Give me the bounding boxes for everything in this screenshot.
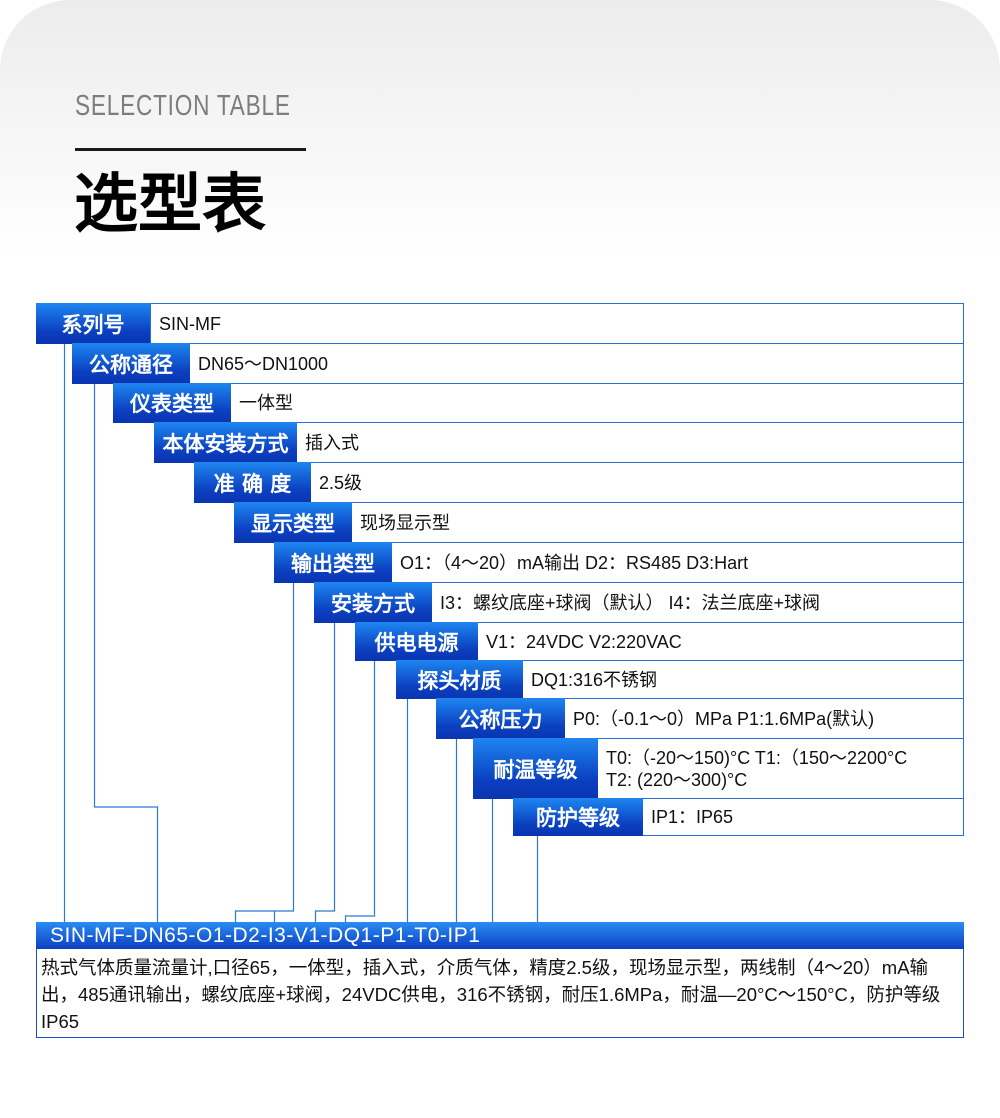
row-value-line: T2: (220～300)°C bbox=[606, 769, 748, 790]
row-value-line: IP1：IP65 bbox=[651, 807, 734, 827]
row-value-line: 2.5级 bbox=[319, 472, 363, 493]
row-value: IP1：IP65 bbox=[643, 798, 964, 836]
row-value-line: V1：24VDC V2:220VAC bbox=[486, 631, 682, 652]
connector-line bbox=[93, 383, 159, 922]
row-value-line: DQ1:316不锈钢 bbox=[531, 669, 658, 690]
table-row: 显示类型 现场显示型 bbox=[234, 502, 964, 543]
connector-line bbox=[344, 660, 376, 922]
connector-line bbox=[314, 622, 336, 922]
page-title: 选型表 bbox=[74, 168, 266, 242]
row-value-line: DN65～DN1000 bbox=[198, 353, 329, 374]
row-value: V1：24VDC V2:220VAC bbox=[478, 622, 964, 661]
row-value: T0:（-20～150)°C T1:（150～2200°C T2: (220～30… bbox=[598, 738, 964, 799]
row-value-line: O1：（4～20）mA输出 D2：RS485 D3:Hart bbox=[400, 552, 749, 573]
row-value-line: T0:（-20～150)°C T1:（150～2200°C bbox=[606, 747, 908, 768]
table-row: 系列号 SIN-MF bbox=[36, 303, 964, 344]
row-value: DN65～DN1000 bbox=[190, 343, 964, 384]
row-value-line: SIN-MF bbox=[159, 313, 221, 334]
table-row: 耐温等级 T0:（-20～150)°C T1:（150～2200°C T2: (22… bbox=[473, 738, 964, 799]
row-value: I3：螺纹底座+球阀（默认） I4：法兰底座+球阀 bbox=[432, 582, 964, 623]
row-label: 系列号 bbox=[36, 303, 150, 344]
table-row: 防护等级 IP1：IP65 bbox=[513, 798, 964, 836]
table-row: 探头材质 DQ1:316不锈钢 bbox=[396, 660, 964, 699]
section-eyebrow: SELECTION TABLE bbox=[75, 90, 291, 122]
row-label: 探头材质 bbox=[396, 660, 523, 699]
row-label: 防护等级 bbox=[513, 798, 643, 836]
row-value: 插入式 bbox=[297, 422, 964, 463]
table-row: 安装方式 I3：螺纹底座+球阀（默认） I4：法兰底座+球阀 bbox=[314, 582, 964, 623]
example-model-code: SIN-MF-DN65-O1-D2-I3-V1-DQ1-P1-T0-IP1 bbox=[36, 922, 964, 949]
table-row: 本体安装方式 插入式 bbox=[154, 422, 964, 463]
row-label: 公称通径 bbox=[72, 343, 190, 384]
row-value: 一体型 bbox=[231, 383, 964, 423]
row-value-line: 一体型 bbox=[239, 393, 293, 413]
row-value-line: 现场显示型 bbox=[360, 512, 450, 533]
row-value: SIN-MF bbox=[150, 303, 964, 344]
table-row: 准 确 度 2.5级 bbox=[194, 462, 964, 503]
row-label: 本体安装方式 bbox=[154, 422, 297, 463]
row-label: 耐温等级 bbox=[473, 738, 598, 799]
row-value: DQ1:316不锈钢 bbox=[523, 660, 964, 699]
row-value-line: 插入式 bbox=[305, 432, 359, 453]
table-row: 仪表类型 一体型 bbox=[113, 383, 964, 423]
table-row: 公称通径 DN65～DN1000 bbox=[72, 343, 964, 384]
title-divider bbox=[75, 148, 306, 151]
row-value-line: P0:（-0.1～0）MPa P1:1.6MPa(默认) bbox=[573, 708, 875, 729]
table-row: 输出类型 O1：（4～20）mA输出 D2：RS485 D3:Hart bbox=[274, 542, 964, 583]
row-value: 现场显示型 bbox=[352, 502, 964, 543]
row-label: 公称压力 bbox=[436, 698, 565, 739]
row-label: 供电电源 bbox=[355, 622, 478, 661]
row-value: 2.5级 bbox=[311, 462, 964, 503]
connector-line bbox=[234, 582, 295, 922]
row-label: 仪表类型 bbox=[113, 383, 231, 423]
row-value: O1：（4～20）mA输出 D2：RS485 D3:Hart bbox=[392, 542, 964, 583]
table-row: 供电电源 V1：24VDC V2:220VAC bbox=[355, 622, 964, 661]
row-value-line: I3：螺纹底座+球阀（默认） I4：法兰底座+球阀 bbox=[440, 592, 821, 613]
example-description: 热式气体质量流量计,口径65，一体型，插入式，介质气体，精度2.5级，现场显示型… bbox=[36, 949, 964, 1038]
table-row: 公称压力 P0:（-0.1～0）MPa P1:1.6MPa(默认) bbox=[436, 698, 964, 739]
row-label: 输出类型 bbox=[274, 542, 392, 583]
row-label: 安装方式 bbox=[314, 582, 432, 623]
row-label: 准 确 度 bbox=[194, 462, 311, 503]
row-label: 显示类型 bbox=[234, 502, 352, 543]
row-value: P0:（-0.1～0）MPa P1:1.6MPa(默认) bbox=[565, 698, 964, 739]
